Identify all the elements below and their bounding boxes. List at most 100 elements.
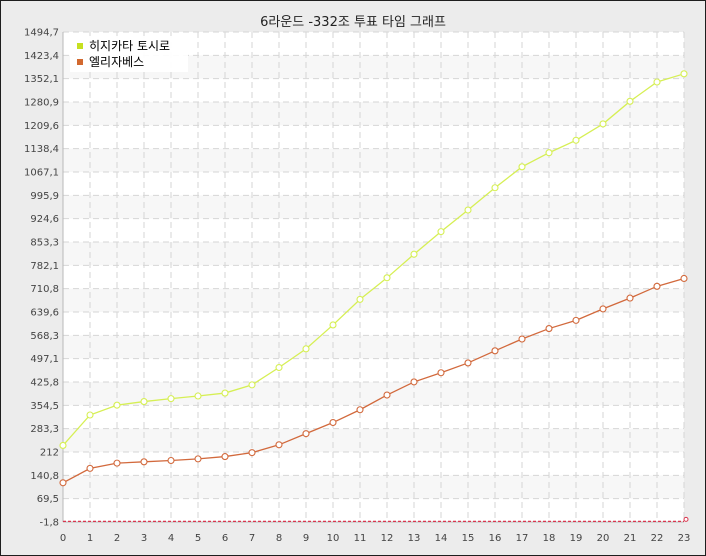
y-tick-label: 710,8: [30, 284, 59, 295]
y-tick-label: 1352,1: [24, 74, 59, 85]
x-tick-label: 2: [114, 533, 120, 544]
series-2-point: [167, 456, 175, 465]
y-tick-label: 853,3: [30, 238, 59, 249]
series-1-point: [599, 120, 607, 128]
series-2-point: [275, 441, 283, 449]
series-1-point: [383, 274, 391, 282]
series-2-point: [518, 335, 526, 343]
grid-stripe: [63, 148, 684, 172]
legend-swatch-2: [77, 59, 83, 65]
series-2-point: [653, 282, 661, 290]
series-2-point: [194, 455, 202, 463]
series-1-point: [86, 411, 94, 419]
series-2-point: [680, 274, 688, 283]
y-tick-label: 140,8: [30, 471, 59, 482]
grid-stripe: [63, 242, 684, 266]
grid-stripe: [63, 428, 684, 452]
x-tick-label: 1: [87, 533, 93, 544]
x-tick-label: 20: [597, 533, 610, 544]
x-tick-label: 17: [516, 533, 529, 544]
y-tick-label: 995,9: [30, 191, 59, 202]
x-tick-label: 0: [60, 533, 66, 544]
grid-stripe: [63, 195, 684, 219]
series-1-point: [113, 401, 121, 409]
y-tick-label: 568,3: [30, 331, 59, 342]
series-2-point: [626, 294, 634, 302]
series-2-point: [302, 430, 310, 438]
legend: 히지카타 토시로 엘리자베스: [70, 36, 188, 72]
y-tick-label: 283,3: [30, 424, 59, 435]
series-2-point: [86, 464, 94, 472]
x-tick-label: 9: [303, 533, 309, 544]
series-line-2: [62, 277, 685, 484]
series-2-point: [59, 479, 67, 487]
series-1-point: [302, 345, 310, 353]
x-tick-label: 16: [489, 533, 502, 544]
y-tick-label: 1209,6: [24, 121, 59, 132]
series-1-point: [410, 250, 418, 258]
x-tick-label: 10: [327, 533, 340, 544]
legend-label-2: 엘리자베스: [89, 55, 144, 69]
y-tick-label: -1,8: [39, 518, 59, 529]
x-tick-label: 8: [276, 533, 282, 544]
grid-stripe: [63, 102, 684, 126]
series-2-point: [437, 369, 445, 377]
y-tick-label: 212: [40, 448, 59, 459]
series-1-point: [464, 206, 472, 214]
series-2-point: [572, 316, 580, 324]
x-tick-label: 13: [408, 533, 421, 544]
y-tick-label: 924,6: [30, 214, 59, 225]
grid-stripe: [63, 475, 684, 499]
series-1-point: [194, 392, 202, 400]
grid-stripe: [63, 288, 684, 312]
grid-stripe: [63, 55, 684, 79]
y-tick-label: 1423,4: [24, 51, 59, 62]
series-1-point: [545, 149, 553, 157]
y-tick-label: 354,5: [30, 401, 59, 412]
series-2-point: [113, 459, 121, 467]
x-tick-label: 22: [651, 533, 664, 544]
series-2-point: [329, 418, 337, 427]
series-1-point: [653, 78, 661, 86]
series-3-point: [683, 516, 689, 522]
series-1-point: [626, 97, 634, 105]
y-tick-label: 1280,9: [24, 98, 59, 109]
series-2-point: [491, 347, 499, 355]
series-1-point: [140, 398, 148, 406]
series-2-point: [356, 406, 364, 414]
series-1-point: [518, 163, 526, 171]
y-tick-label: 782,1: [30, 261, 59, 272]
series-1-point: [356, 295, 364, 303]
x-tick-label: 23: [678, 533, 691, 544]
series-1-point: [59, 441, 67, 449]
series-1-point: [167, 395, 175, 403]
series-1-point: [275, 363, 283, 372]
x-tick-label: 6: [222, 533, 228, 544]
legend-swatch-1: [77, 43, 83, 49]
y-tick-label: 1494,7: [24, 28, 59, 39]
legend-box: [70, 36, 188, 72]
chart-title: 6라운드 -332조 투표 타임 그래프: [260, 15, 446, 30]
x-tick-label: 7: [249, 533, 255, 544]
series-2-point: [140, 458, 148, 466]
y-tick-label: 1138,4: [24, 144, 59, 155]
series-2-point: [545, 325, 553, 333]
y-tick-label: 425,8: [30, 378, 59, 389]
series-2-point: [383, 391, 391, 399]
series-2-point: [464, 359, 472, 367]
series-2-point: [410, 378, 418, 386]
series-2-point: [221, 453, 229, 461]
x-tick-label: 3: [141, 533, 147, 544]
series-1-point: [437, 228, 445, 236]
x-tick-label: 19: [570, 533, 583, 544]
y-tick-label: 639,6: [30, 308, 59, 319]
x-tick-label: 4: [168, 533, 174, 544]
x-tick-label: 12: [381, 533, 394, 544]
x-tick-label: 18: [543, 533, 556, 544]
x-tick-label: 5: [195, 533, 201, 544]
x-tick-label: 21: [624, 533, 637, 544]
series-1-point: [221, 389, 229, 397]
series-1-point: [491, 184, 499, 192]
series-line-1: [62, 73, 685, 446]
